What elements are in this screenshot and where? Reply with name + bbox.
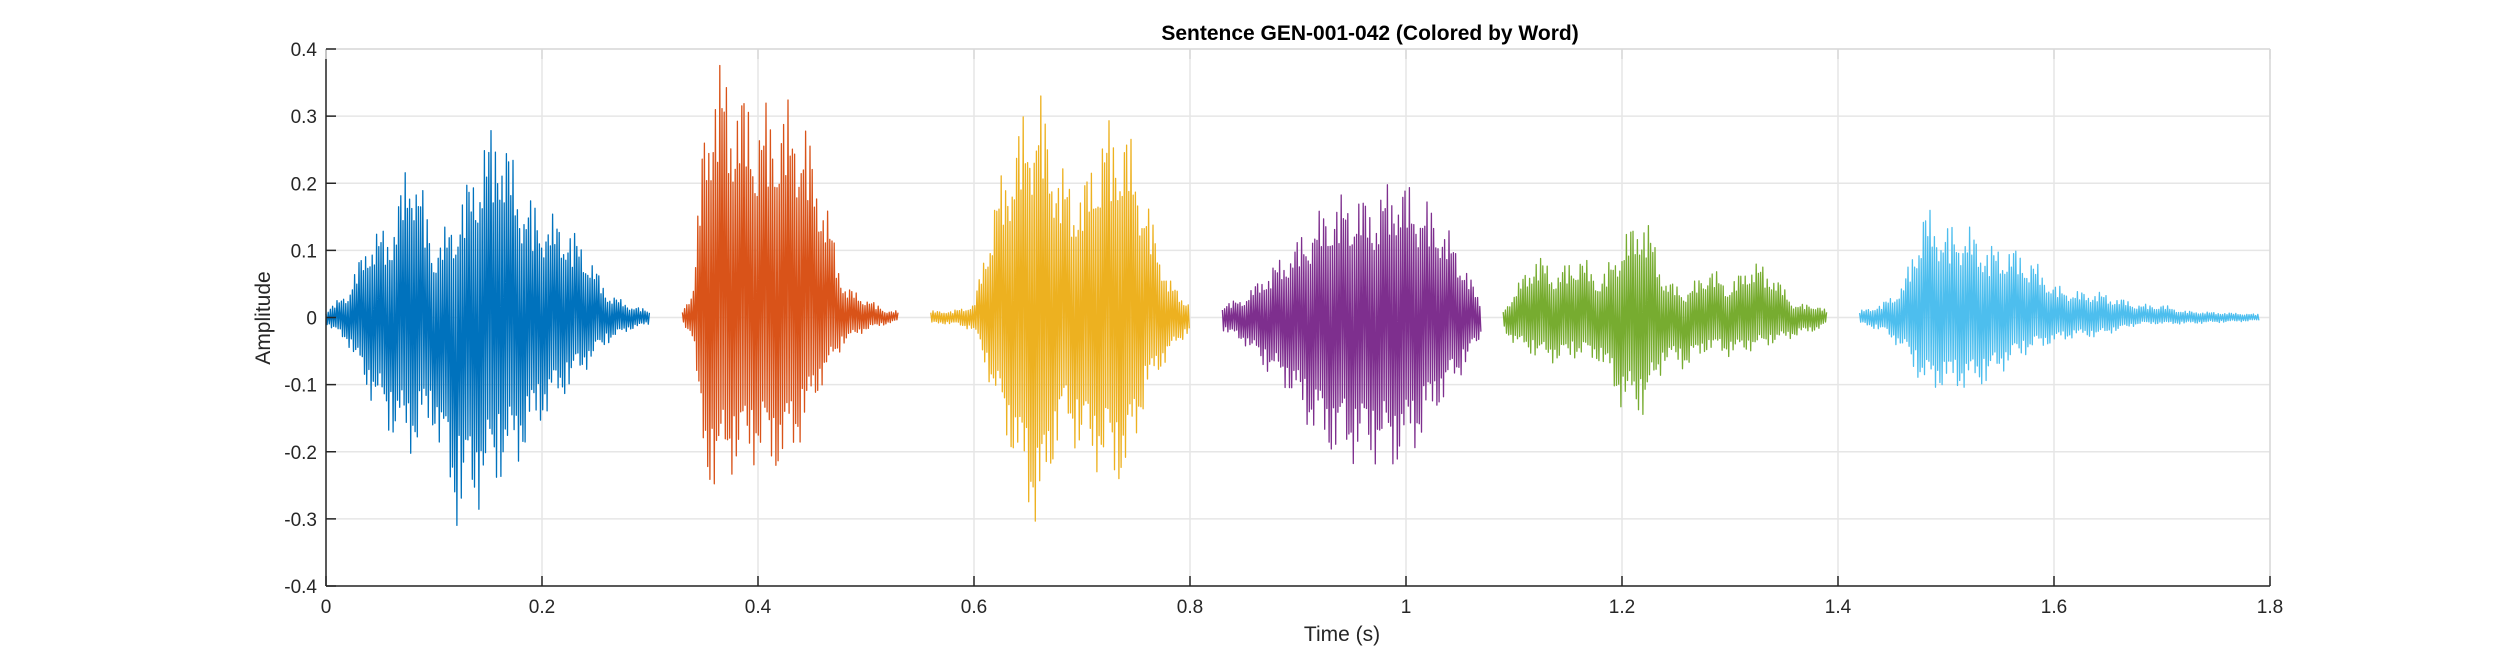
y-tick-labels: -0.4 -0.3 -0.2 -0.1 0 0.1 0.2 0.3 0.4 xyxy=(284,40,317,598)
x-tick-label: 0 xyxy=(321,597,332,618)
x-tick-label: 1.4 xyxy=(1825,597,1852,618)
waveform-word-6 xyxy=(1858,209,2260,388)
waveform-series xyxy=(325,64,2260,527)
y-tick-label: -0.3 xyxy=(284,510,317,531)
y-axis-label: Amplitude xyxy=(252,271,275,364)
x-axis-label: Time (s) xyxy=(1304,623,1380,646)
y-tick-label: -0.4 xyxy=(284,577,317,598)
x-tick-label: 0.8 xyxy=(1177,597,1203,618)
x-tick-label: 0.4 xyxy=(745,597,772,618)
y-tick-label: 0.1 xyxy=(291,241,317,262)
y-tick-label: -0.1 xyxy=(284,376,317,397)
chart-title: Sentence GEN-001-042 (Colored by Word) xyxy=(1161,22,1578,45)
x-tick-label: 0.2 xyxy=(529,597,555,618)
waveform-word-1 xyxy=(325,129,651,527)
x-tick-label: 1.8 xyxy=(2257,597,2283,618)
axes xyxy=(325,48,2271,587)
x-tick-labels: 0 0.2 0.4 0.6 0.8 1 1.2 1.4 1.6 1.8 xyxy=(321,597,2284,618)
x-tick-label: 0.6 xyxy=(961,597,987,618)
waveform-word-4 xyxy=(1221,184,1482,465)
x-tick-label: 1 xyxy=(1401,597,1412,618)
waveform-word-3 xyxy=(930,95,1190,522)
y-tick-label: -0.2 xyxy=(284,443,317,464)
waveform-word-5 xyxy=(1502,224,1828,416)
y-tick-label: 0.4 xyxy=(291,40,318,61)
y-tick-label: 0 xyxy=(306,309,317,330)
waveform-word-2 xyxy=(681,64,899,485)
x-tick-label: 1.2 xyxy=(1609,597,1635,618)
y-tick-label: 0.3 xyxy=(291,107,317,128)
y-tick-label: 0.2 xyxy=(291,174,317,195)
x-tick-label: 1.6 xyxy=(2041,597,2067,618)
